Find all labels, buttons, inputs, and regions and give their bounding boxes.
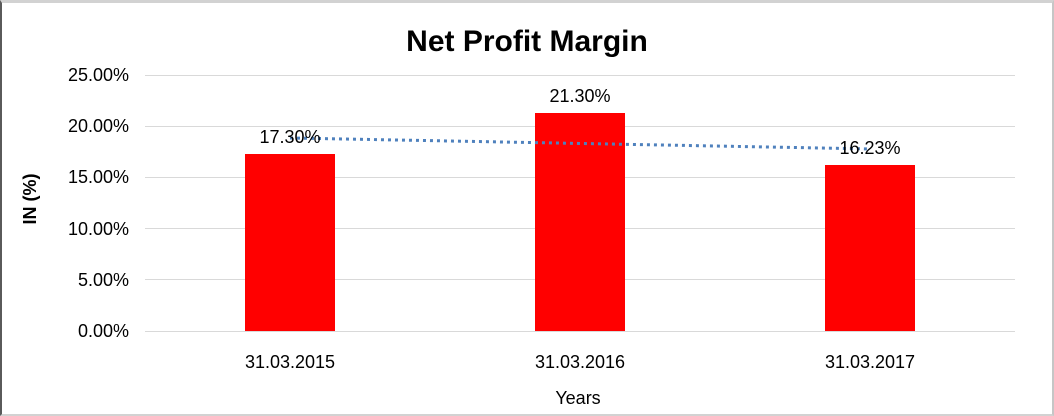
x-tick-label-31.03.2017: 31.03.2017 <box>824 352 916 372</box>
gridline-0 <box>145 330 1015 332</box>
chart-title: Net Profit Margin <box>406 25 648 58</box>
x-tick-label-31.03.2016: 31.03.2016 <box>534 352 626 372</box>
bar-value-label-31.03.2016: 21.30% <box>549 85 611 106</box>
y-tick-label-20: 20.00% <box>67 116 129 137</box>
y-tick-label-5: 5.00% <box>77 269 129 290</box>
y-tick-label-25: 25.00% <box>67 65 129 85</box>
gridline-25 <box>145 74 1015 76</box>
bar-31.03.2017 <box>825 164 915 331</box>
bar-value-label-31.03.2015: 17.30% <box>259 126 321 147</box>
x-axis-title: Years <box>555 388 601 408</box>
y-tick-label-15: 15.00% <box>67 167 129 188</box>
y-tick-label-0: 0.00% <box>77 321 129 341</box>
y-tick-label-10: 10.00% <box>67 218 129 239</box>
bar-31.03.2015 <box>245 153 335 331</box>
bar-value-label-31.03.2017: 16.23% <box>839 137 901 158</box>
x-tick-label-31.03.2015: 31.03.2015 <box>244 352 336 372</box>
bar-31.03.2016 <box>535 112 625 331</box>
y-axis-title: IN (%) <box>20 173 40 225</box>
